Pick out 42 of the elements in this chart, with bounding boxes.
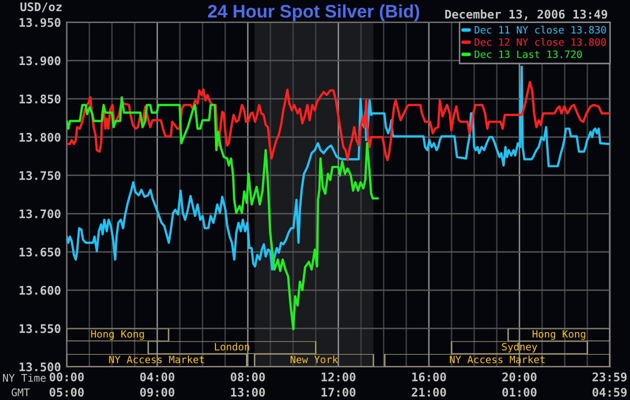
y-tick-label: 13.600 <box>20 286 60 295</box>
x2-tick-label: 05:00 <box>50 388 84 397</box>
line-series <box>66 96 379 330</box>
chart-title: 24 Hour Spot Silver (Bid) <box>208 4 420 22</box>
line-series <box>66 66 610 271</box>
x-tick-label: 08:00 <box>230 372 265 382</box>
x2-tick-label: 17:00 <box>322 388 356 397</box>
y-tick-label: 13.800 <box>20 132 60 142</box>
y-tick-label: 13.550 <box>20 324 60 334</box>
x-tick-label: 12:00 <box>322 372 356 382</box>
data-label: NY Access Market <box>109 356 204 364</box>
x2-axis-title: GMT <box>12 388 30 396</box>
x2-tick-label: 01:00 <box>502 388 537 397</box>
legend-label: Dec 13 Last 13.720 <box>474 50 582 58</box>
y-tick-label: 13.900 <box>20 56 60 66</box>
data-label: Hong Kong <box>91 330 144 340</box>
y-tick-label: 13.850 <box>20 94 60 104</box>
y-tick-label: 13.700 <box>20 209 60 218</box>
chart-subtitle: December 13, 2006 13:49 <box>445 9 608 20</box>
data-label: New York <box>290 356 338 364</box>
x2-tick-label: 09:00 <box>140 388 174 397</box>
y-tick-label: 13.750 <box>20 171 60 180</box>
x-tick-label: 04:00 <box>140 372 174 382</box>
data-label: Hong Kong <box>532 330 586 340</box>
y-tick-label: 13.650 <box>20 248 60 257</box>
x-tick-label: 16:00 <box>412 372 446 382</box>
y-tick-label: 13.950 <box>20 18 60 28</box>
x2-tick-label: 21:00 <box>412 388 446 397</box>
data-label: London <box>214 342 250 351</box>
x-axis-title: NY Time <box>3 374 46 382</box>
x2-tick-label: 04:59 <box>592 388 627 397</box>
x-tick-label: 00:00 <box>50 372 84 382</box>
data-label: Sydney <box>502 342 538 352</box>
legend-label: Dec 11 NY close 13.830 <box>474 26 606 34</box>
x-tick-label: 23:59 <box>592 372 627 382</box>
x2-tick-label: 13:00 <box>231 388 265 397</box>
line-series <box>66 80 610 162</box>
x-tick-label: 20:00 <box>502 372 537 382</box>
y-tick-label: 13.500 <box>20 362 60 372</box>
legend-label: Dec 12 NY close 13.800 <box>474 38 606 46</box>
data-label: NY Access Market <box>450 356 545 364</box>
y-axis-title: USD/oz <box>20 2 62 12</box>
